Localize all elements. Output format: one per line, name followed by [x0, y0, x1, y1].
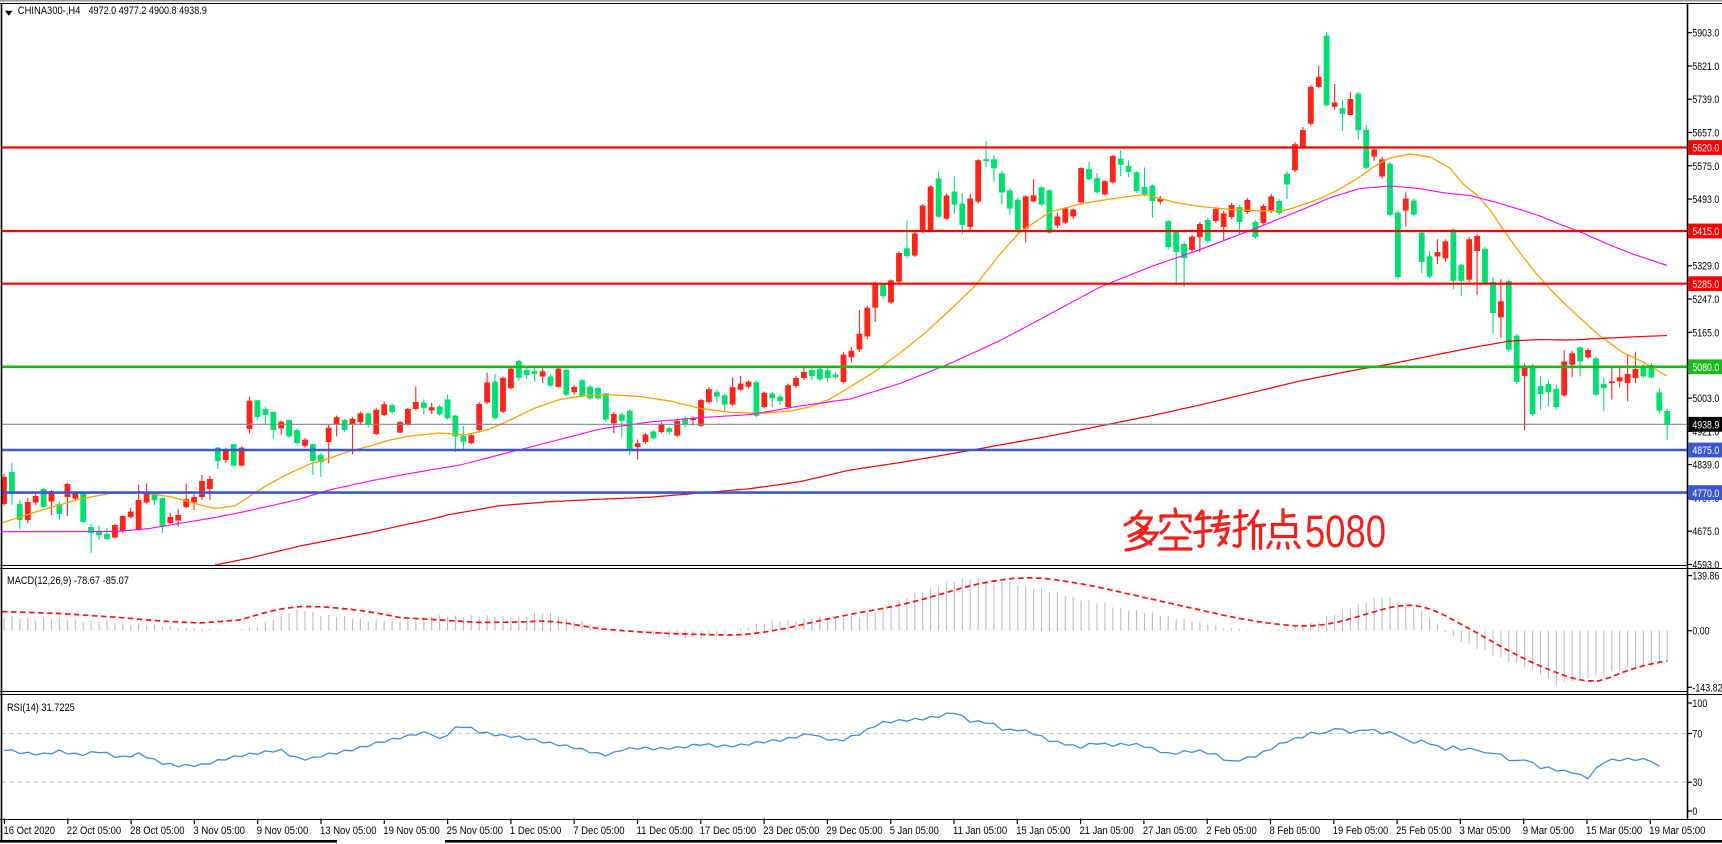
svg-text:5285.0: 5285.0	[1692, 279, 1719, 291]
svg-text:4839.0: 4839.0	[1692, 460, 1719, 472]
svg-text:5493.0: 5493.0	[1692, 194, 1719, 206]
svg-text:19 Mar 05:00: 19 Mar 05:00	[1649, 825, 1705, 837]
svg-text:100: 100	[1692, 698, 1707, 710]
svg-text:1 Dec 05:00: 1 Dec 05:00	[510, 825, 561, 837]
svg-text:139.86: 139.86	[1692, 571, 1719, 583]
svg-text:-143.82: -143.82	[1692, 682, 1722, 694]
svg-text:4972.0 4977.2 4900.8 4938.9: 4972.0 4977.2 4900.8 4938.9	[89, 5, 207, 17]
svg-text:5739.0: 5739.0	[1692, 94, 1719, 106]
svg-text:28 Oct 05:00: 28 Oct 05:00	[130, 825, 184, 837]
svg-text:23 Dec 05:00: 23 Dec 05:00	[763, 825, 819, 837]
svg-text:5575.0: 5575.0	[1692, 161, 1719, 173]
svg-text:27 Jan 05:00: 27 Jan 05:00	[1143, 825, 1197, 837]
svg-text:11 Dec 05:00: 11 Dec 05:00	[637, 825, 693, 837]
svg-text:15 Mar 05:00: 15 Mar 05:00	[1586, 825, 1642, 837]
svg-text:29 Dec 05:00: 29 Dec 05:00	[826, 825, 882, 837]
svg-text:0.00: 0.00	[1692, 626, 1709, 638]
svg-text:4938.9: 4938.9	[1692, 420, 1719, 432]
svg-text:5003.0: 5003.0	[1692, 393, 1719, 405]
svg-text:70: 70	[1692, 729, 1702, 741]
svg-text:3 Nov 05:00: 3 Nov 05:00	[193, 825, 245, 837]
svg-text:3 Mar 05:00: 3 Mar 05:00	[1459, 825, 1510, 837]
svg-text:22 Oct 05:00: 22 Oct 05:00	[67, 825, 121, 837]
svg-text:2 Feb 05:00: 2 Feb 05:00	[1206, 825, 1257, 837]
svg-text:4675.0: 4675.0	[1692, 526, 1719, 538]
svg-text:5620.0: 5620.0	[1692, 143, 1719, 155]
svg-text:5415.0: 5415.0	[1692, 226, 1719, 238]
svg-text:MACD(12,26,9) -78.67 -85.07: MACD(12,26,9) -78.67 -85.07	[7, 575, 129, 587]
svg-text:5903.0: 5903.0	[1692, 28, 1719, 40]
svg-text:8 Feb 05:00: 8 Feb 05:00	[1270, 825, 1321, 837]
svg-text:9 Nov 05:00: 9 Nov 05:00	[257, 825, 309, 837]
svg-text:4770.0: 4770.0	[1692, 488, 1719, 500]
svg-text:25 Feb 05:00: 25 Feb 05:00	[1396, 825, 1452, 837]
svg-text:0: 0	[1692, 806, 1697, 818]
svg-text:19 Nov 05:00: 19 Nov 05:00	[383, 825, 440, 837]
svg-text:5080.0: 5080.0	[1692, 362, 1719, 374]
svg-text:7 Dec 05:00: 7 Dec 05:00	[573, 825, 624, 837]
svg-text:5329.0: 5329.0	[1692, 261, 1719, 273]
svg-text:5657.0: 5657.0	[1692, 128, 1719, 140]
svg-text:11 Jan 05:00: 11 Jan 05:00	[953, 825, 1007, 837]
svg-text:15 Jan 05:00: 15 Jan 05:00	[1016, 825, 1070, 837]
svg-text:30: 30	[1692, 777, 1702, 789]
svg-text:5 Jan 05:00: 5 Jan 05:00	[890, 825, 939, 837]
svg-text:16 Oct 2020: 16 Oct 2020	[4, 825, 56, 837]
svg-text:17 Dec 05:00: 17 Dec 05:00	[700, 825, 756, 837]
svg-text:21 Jan 05:00: 21 Jan 05:00	[1080, 825, 1134, 837]
svg-text:5821.0: 5821.0	[1692, 61, 1719, 73]
svg-text:5165.0: 5165.0	[1692, 327, 1719, 339]
svg-text:19 Feb 05:00: 19 Feb 05:00	[1333, 825, 1389, 837]
svg-text:5247.0: 5247.0	[1692, 294, 1719, 306]
svg-text:RSI(14) 31.7225: RSI(14) 31.7225	[7, 702, 75, 714]
svg-text:5080: 5080	[1305, 506, 1386, 557]
svg-text:CHINA300-,H4: CHINA300-,H4	[18, 5, 81, 17]
svg-text:4875.0: 4875.0	[1692, 445, 1719, 457]
svg-text:13 Nov 05:00: 13 Nov 05:00	[320, 825, 377, 837]
svg-text:9 Mar 05:00: 9 Mar 05:00	[1523, 825, 1574, 837]
svg-text:4593.0: 4593.0	[1692, 560, 1719, 572]
svg-text:25 Nov 05:00: 25 Nov 05:00	[447, 825, 504, 837]
